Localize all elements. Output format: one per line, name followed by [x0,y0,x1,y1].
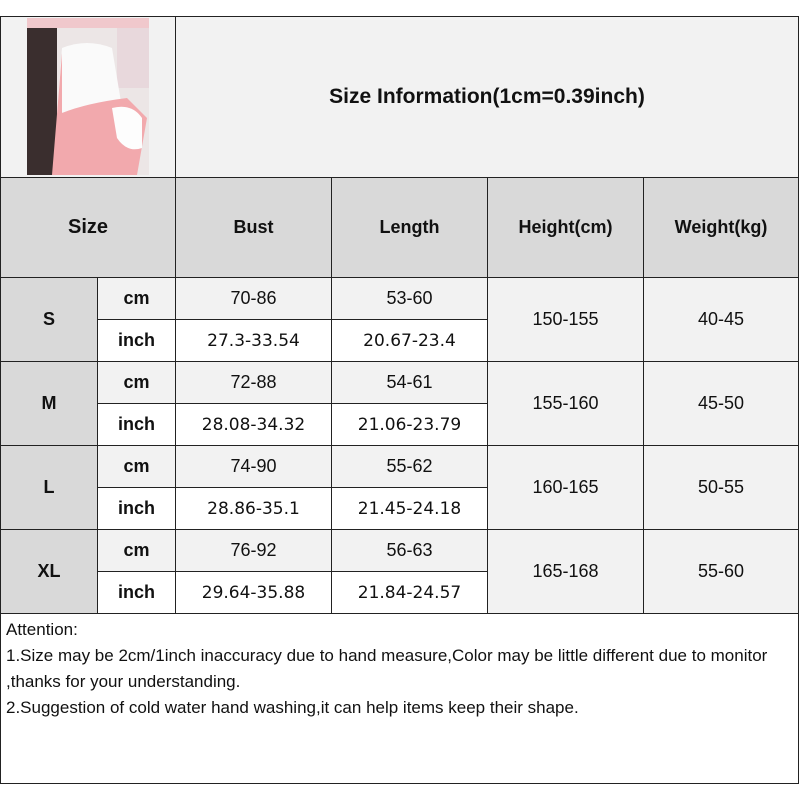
size-label: XL [0,529,98,614]
length-inch: 21.84-24.57 [331,571,488,614]
header-bust: Bust [175,177,332,278]
length-inch: 21.45-24.18 [331,487,488,530]
height-range: 150-155 [487,277,644,362]
length-inch: 21.06-23.79 [331,403,488,446]
size-label: L [0,445,98,530]
length-cm: 54-61 [331,361,488,404]
unit-inch: inch [97,571,176,614]
attention-notes: Attention: 1.Size may be 2cm/1inch inacc… [0,613,799,784]
unit-cm: cm [97,445,176,488]
unit-cm: cm [97,361,176,404]
header-length: Length [331,177,488,278]
page-title: Size Information(1cm=0.39inch) [175,16,799,178]
attention-heading: Attention: [6,620,78,639]
unit-inch: inch [97,319,176,362]
weight-range: 55-60 [643,529,799,614]
height-range: 155-160 [487,361,644,446]
unit-cm: cm [97,529,176,572]
bust-cm: 72-88 [175,361,332,404]
weight-range: 50-55 [643,445,799,530]
length-cm: 56-63 [331,529,488,572]
product-photo [27,18,149,175]
unit-inch: inch [97,487,176,530]
header-size: Size [0,177,176,278]
size-label: S [0,277,98,362]
weight-range: 40-45 [643,277,799,362]
bust-cm: 74-90 [175,445,332,488]
length-cm: 53-60 [331,277,488,320]
height-range: 160-165 [487,445,644,530]
bust-cm: 70-86 [175,277,332,320]
bust-inch: 27.3-33.54 [175,319,332,362]
size-label: M [0,361,98,446]
unit-cm: cm [97,277,176,320]
bust-inch: 29.64-35.88 [175,571,332,614]
unit-inch: inch [97,403,176,446]
bust-inch: 28.08-34.32 [175,403,332,446]
length-inch: 20.67-23.4 [331,319,488,362]
attention-item: 1.Size may be 2cm/1inch inaccuracy due t… [6,646,768,691]
attention-item: 2.Suggestion of cold water hand washing,… [6,698,579,717]
height-range: 165-168 [487,529,644,614]
header-height: Height(cm) [487,177,644,278]
bust-inch: 28.86-35.1 [175,487,332,530]
bust-cm: 76-92 [175,529,332,572]
weight-range: 45-50 [643,361,799,446]
length-cm: 55-62 [331,445,488,488]
header-weight: Weight(kg) [643,177,799,278]
